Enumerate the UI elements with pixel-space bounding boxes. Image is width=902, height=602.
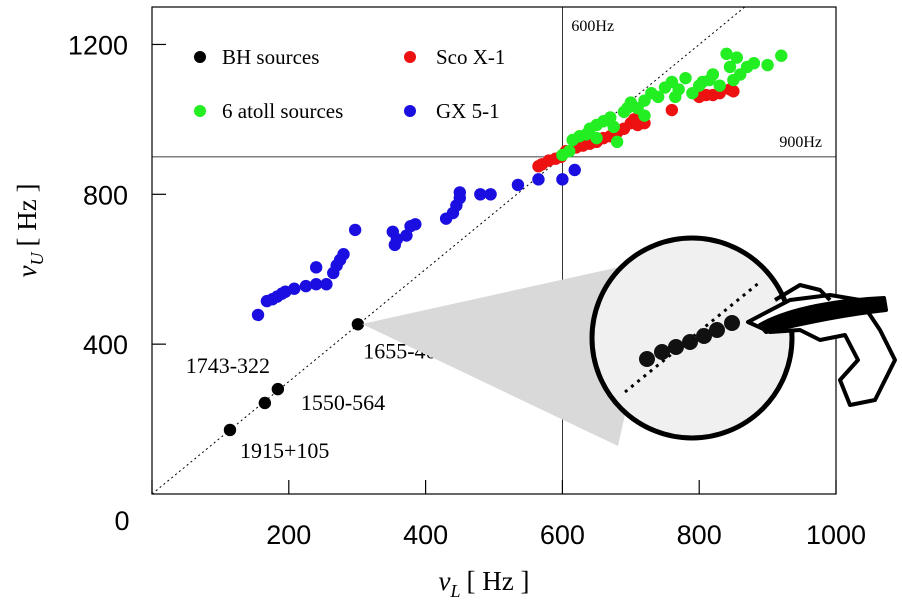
legend-label: Sco X-1: [436, 45, 505, 69]
y-tick-label: 1200: [68, 30, 128, 60]
data-point: [651, 90, 665, 104]
legend-label: 6 atoll sources: [222, 99, 343, 123]
data-point: [299, 279, 313, 293]
hand-icon: [746, 283, 897, 407]
y-tick-label: 400: [83, 330, 128, 360]
x-tick-label: 800: [677, 520, 722, 550]
legend-marker: [194, 51, 206, 63]
data-point: [706, 68, 720, 81]
data-point: [638, 109, 651, 122]
y-axis-label-subscript: U: [27, 251, 47, 265]
x-axis-label-unit: [ Hz ]: [467, 566, 530, 596]
data-point: [604, 111, 617, 124]
y-axis-label-symbol: ν: [12, 265, 42, 277]
x-tick-label: 600: [540, 520, 585, 550]
data-point: [251, 308, 265, 322]
data-point: [484, 188, 497, 201]
data-point: [400, 229, 413, 242]
data-point: [532, 173, 545, 186]
legend-marker: [404, 105, 416, 117]
zoom-wedge: [362, 258, 660, 446]
data-point: [271, 382, 285, 396]
data-point: [563, 145, 576, 158]
legend: BH sources Sco X-1 6 atoll sources GX 5-1: [194, 45, 505, 123]
v-marker-label: 600Hz: [571, 18, 614, 35]
data-point: [337, 248, 350, 261]
data-point: [556, 173, 569, 186]
x-axis-label-subscript: L: [450, 581, 461, 601]
data-point: [775, 49, 788, 62]
data-point: [665, 103, 679, 117]
data-point: [723, 60, 737, 74]
y-axis-label-unit: [ Hz ]: [12, 184, 42, 247]
x-tick-label: 400: [403, 520, 448, 550]
data-point: [607, 120, 620, 134]
point-label: 1550-564: [301, 390, 385, 415]
zoom-inset: [362, 235, 897, 446]
zoom-dots: [639, 315, 740, 367]
x-tick-label: 200: [266, 520, 311, 550]
zoom-line: [624, 280, 761, 394]
x-tick-label: 1000: [806, 520, 866, 550]
x-axis-label: νL [ Hz ]: [439, 566, 530, 601]
legend-label: GX 5-1: [436, 99, 500, 123]
data-point: [288, 282, 301, 295]
data-point: [474, 188, 487, 201]
point-label: 1743-322: [186, 353, 270, 378]
data-point: [409, 218, 422, 231]
data-point: [309, 278, 323, 291]
legend-marker: [194, 105, 206, 117]
data-point: [727, 85, 740, 98]
data-point: [320, 278, 333, 291]
legend-marker: [404, 51, 416, 63]
data-point: [390, 233, 404, 246]
y-axis-label: νU [ Hz ]: [12, 184, 47, 278]
data-point: [730, 51, 744, 64]
data-point: [672, 83, 685, 96]
x-axis-label-symbol: ν: [439, 566, 451, 596]
data-point: [351, 318, 365, 331]
x-tick-label: 0: [114, 506, 129, 536]
data-point: [223, 423, 237, 437]
legend-label: BH sources: [222, 45, 319, 69]
data-point: [761, 58, 774, 72]
data-point: [258, 396, 272, 410]
data-point: [453, 186, 466, 199]
data-point: [679, 71, 692, 85]
data-point: [610, 135, 624, 149]
y-tick-label: 800: [83, 180, 128, 210]
point-label: 1915+105: [240, 438, 329, 463]
data-point: [309, 261, 323, 274]
h-marker-label: 900Hz: [779, 134, 822, 151]
data-point: [747, 56, 761, 70]
plot-frame: [151, 6, 837, 495]
data-point: [720, 47, 733, 61]
data-point: [348, 223, 362, 237]
data-point: [713, 79, 726, 92]
data-point: [568, 163, 581, 177]
data-point: [590, 131, 603, 145]
data-point: [511, 178, 525, 192]
